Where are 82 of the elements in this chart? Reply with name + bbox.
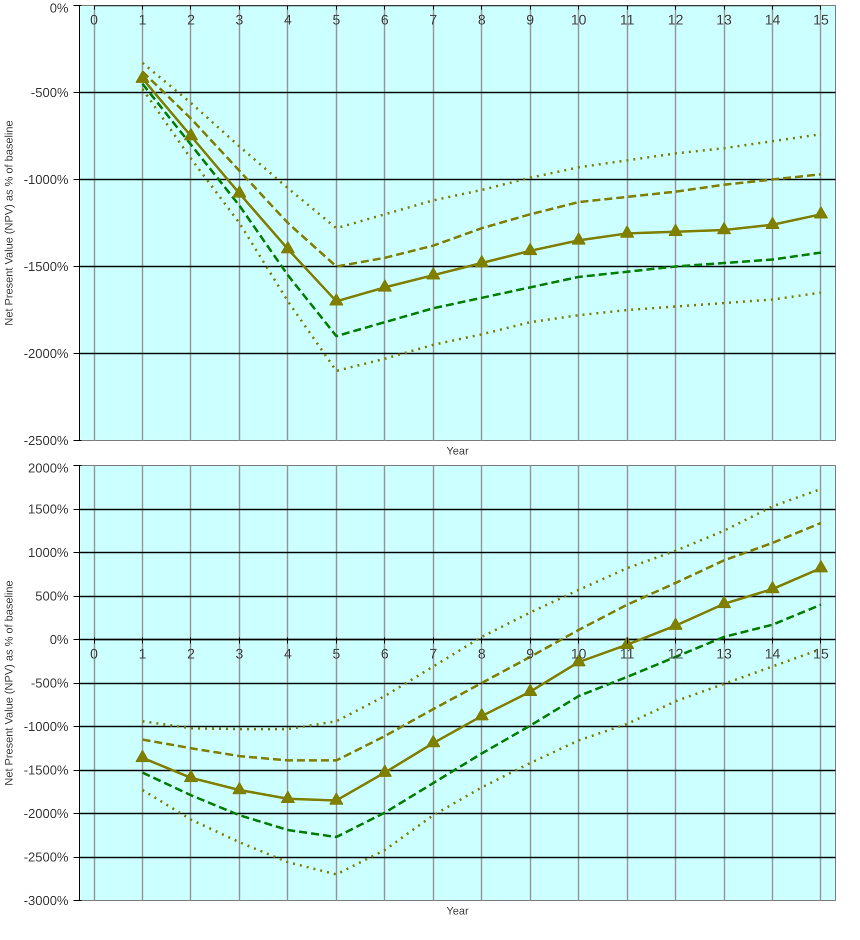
point [280, 790, 295, 803]
point [136, 750, 150, 762]
x-tick-label: 2 [187, 12, 196, 28]
x-tick-label: 10 [570, 646, 587, 662]
point [523, 684, 538, 696]
y-tick-label: 1500% [28, 502, 69, 516]
x-tick-label: 2 [187, 646, 196, 662]
point [329, 792, 344, 805]
x-tick-label: 12 [668, 646, 684, 662]
x-axis-title: Year [446, 446, 469, 458]
point [184, 770, 198, 782]
y-tick-label: 1000% [28, 545, 69, 560]
y-tick-label: 500% [35, 588, 69, 604]
x-tick-label: 12 [668, 12, 684, 28]
y-tick-label: -3000% [24, 893, 69, 908]
point [136, 70, 150, 83]
x-tick-label: 7 [429, 12, 438, 28]
y-tick-label: -1500% [24, 259, 69, 274]
x-tick-label: 8 [478, 646, 486, 662]
x-tick-label: 4 [284, 646, 292, 662]
point [717, 596, 732, 608]
point [474, 255, 489, 268]
point [814, 560, 828, 572]
point [766, 216, 780, 229]
x-tick-label: 11 [620, 12, 635, 28]
x-tick-label: 15 [813, 646, 829, 662]
point [232, 782, 246, 794]
x-tick-label: 5 [332, 12, 340, 28]
point [426, 735, 440, 748]
point [474, 708, 489, 720]
x-tick-label: 0 [90, 12, 98, 28]
y-axis-title: Net Present Value (NPV) as % of baseline [4, 580, 16, 786]
point [668, 224, 683, 236]
y-axis-title: Net Present Value (NPV) as % of baseline [4, 120, 16, 326]
point [184, 128, 198, 140]
y-tick-label: 0% [50, 632, 69, 647]
x-tick-label: 14 [764, 646, 780, 662]
point [378, 764, 392, 777]
y-tick-label: -1000% [24, 172, 69, 187]
point [620, 225, 634, 238]
y-tick-label: -2000% [24, 806, 69, 821]
point [572, 232, 586, 245]
point [280, 241, 295, 254]
point [426, 267, 440, 280]
x-tick-label: 7 [429, 646, 438, 662]
point [378, 279, 392, 292]
x-tick-label: 6 [380, 646, 389, 662]
x-tick-label: 13 [716, 646, 732, 662]
y-tick-label: -1000% [24, 719, 69, 734]
x-tick-label: 1 [138, 12, 147, 28]
y-tick-label: -2500% [24, 850, 69, 864]
y-tick-label: 0% [50, 0, 69, 16]
x-tick-label: 1 [138, 646, 147, 662]
x-axis-title: Year [446, 906, 469, 918]
x-tick-label: 3 [236, 12, 244, 28]
line-series [141, 62, 822, 230]
x-tick-label: 4 [284, 12, 292, 28]
y-tick-label: -2000% [24, 346, 69, 361]
point [523, 242, 538, 256]
point [620, 636, 634, 649]
y-tick-label: 2000% [28, 460, 69, 476]
x-tick-label: 5 [332, 646, 340, 662]
x-tick-label: 9 [526, 12, 534, 28]
x-tick-label: 3 [236, 646, 244, 662]
x-tick-label: 10 [570, 12, 587, 28]
x-tick-label: 0 [90, 646, 98, 662]
x-tick-label: 11 [620, 646, 635, 662]
point [814, 206, 828, 219]
y-tick-label: -2500% [24, 433, 69, 448]
y-tick-label: -500% [30, 85, 69, 100]
x-tick-label: 14 [764, 12, 780, 28]
x-tick-label: 13 [716, 12, 732, 28]
x-tick-label: 15 [813, 12, 829, 28]
x-tick-label: 6 [380, 12, 389, 28]
x-tick-label: 8 [478, 12, 486, 28]
point [668, 618, 683, 630]
point [329, 293, 344, 306]
point [717, 222, 732, 234]
y-tick-label: -1500% [24, 762, 69, 778]
y-tick-label: -500% [30, 676, 69, 690]
point [232, 185, 246, 198]
point [766, 581, 780, 594]
